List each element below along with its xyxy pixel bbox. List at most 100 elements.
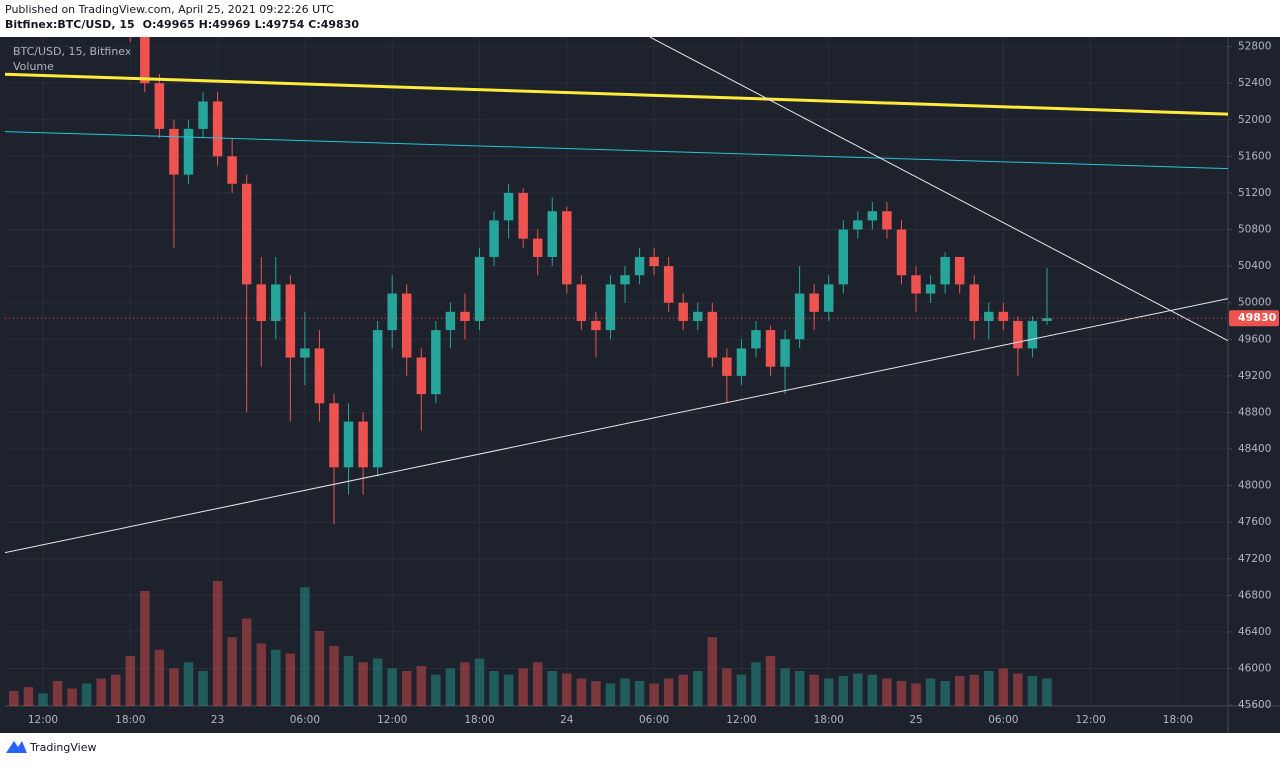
volume-bar (984, 671, 994, 706)
volume-bar (678, 674, 688, 706)
y-tick-label: 50000 (1238, 297, 1271, 309)
y-tick-label: 52000 (1238, 114, 1271, 126)
candle-body (183, 128, 194, 175)
candle-body (576, 284, 587, 321)
volume-bar (853, 673, 863, 706)
candle-body (751, 330, 761, 349)
candle-body (882, 211, 892, 230)
volume-bar (343, 656, 354, 706)
candle-body (329, 403, 339, 468)
candle-body (518, 192, 528, 239)
volume-bar (125, 656, 136, 706)
candle-body (285, 284, 296, 358)
candle-body (271, 284, 281, 321)
candle-body (154, 83, 165, 129)
volume-bar (503, 674, 514, 706)
volume-bar (81, 683, 92, 706)
y-tick-label: 49600 (1238, 333, 1271, 345)
candle-body (300, 348, 310, 358)
candle-body (343, 421, 354, 468)
candle-body (853, 220, 863, 230)
volume-bar (925, 678, 936, 706)
published-note: Published on TradingView.com, April 25, … (5, 3, 334, 16)
x-tick-label: 12:00 (1076, 714, 1106, 726)
volume-bar (285, 653, 296, 706)
volume-bar (663, 678, 674, 706)
candle-body (823, 284, 834, 312)
candle-body (445, 311, 456, 331)
x-tick-label: 23 (211, 714, 224, 726)
volume-bar (1013, 673, 1023, 706)
volume-bar (9, 691, 19, 706)
volume-bar (896, 681, 907, 706)
y-tick-label: 52800 (1238, 41, 1271, 53)
candle-body (736, 348, 747, 376)
volume-bar (809, 674, 819, 706)
candle-body (256, 284, 266, 321)
candle-body (460, 311, 470, 321)
y-tick-label: 46000 (1238, 663, 1271, 675)
volume-bar (256, 643, 266, 706)
candle-body (547, 211, 557, 257)
volume-bar (52, 681, 63, 706)
candle-body (532, 238, 543, 257)
volume-bar (576, 678, 587, 706)
candle-body (1027, 320, 1038, 349)
candle-body (838, 229, 849, 285)
y-tick-label: 52400 (1238, 77, 1271, 89)
volume-bar (591, 681, 601, 706)
volume-bar (416, 666, 427, 706)
candle-body (707, 311, 718, 358)
logo: TradingView (6, 741, 96, 754)
x-tick-label: 18:00 (814, 714, 844, 726)
volume-bar (518, 668, 528, 706)
plot-area (5, 0, 1228, 706)
volume-bar (402, 671, 412, 706)
volume-bar (794, 671, 805, 706)
ohlc-value: 49969 (212, 18, 250, 31)
volume-bar (605, 683, 616, 706)
ohlc-label: H: (199, 18, 213, 31)
volume-bar (823, 678, 834, 706)
candle-body (372, 330, 383, 468)
y-tick-label: 50400 (1238, 260, 1271, 272)
volume-bar (23, 687, 34, 706)
volume-bar (183, 662, 194, 706)
x-tick-label: 06:00 (639, 714, 669, 726)
volume-bar (431, 674, 441, 706)
symbol: Bitfinex:BTC/USD, 15 (5, 18, 135, 31)
volume-bar (634, 681, 645, 706)
volume-bar (751, 662, 761, 706)
candle-body (678, 302, 688, 321)
y-tick-label: 50800 (1238, 224, 1271, 236)
x-tick-label: 12:00 (377, 714, 407, 726)
candle-body (663, 266, 674, 303)
trendline (5, 131, 1228, 170)
volume-bar (358, 662, 368, 706)
volume-bar (198, 671, 208, 706)
ohlc-label: C: (308, 18, 320, 31)
candle-body (24, 0, 33, 1)
x-tick-label: 18:00 (1163, 714, 1193, 726)
candle-body (212, 101, 223, 157)
volume-bar (736, 674, 747, 706)
y-tick-label: 48000 (1238, 480, 1271, 492)
volume-bar (154, 649, 165, 706)
candle-body (693, 311, 703, 321)
volume-bar (911, 683, 921, 706)
ohlc-label: O: (143, 18, 157, 31)
x-tick-label: 12:00 (28, 714, 58, 726)
y-tick-label: 51600 (1238, 150, 1271, 162)
volume-bar (271, 649, 281, 706)
volume-bar (998, 668, 1009, 706)
candle-body (649, 256, 659, 267)
candle-body (780, 339, 790, 367)
volume-bar (954, 676, 965, 706)
y-tick-label: 49200 (1238, 370, 1271, 382)
candle-body (954, 256, 965, 285)
candle-body (38, 0, 47, 1)
candle-body (227, 156, 237, 184)
candle-body (169, 128, 179, 175)
volume-bar (314, 631, 325, 706)
